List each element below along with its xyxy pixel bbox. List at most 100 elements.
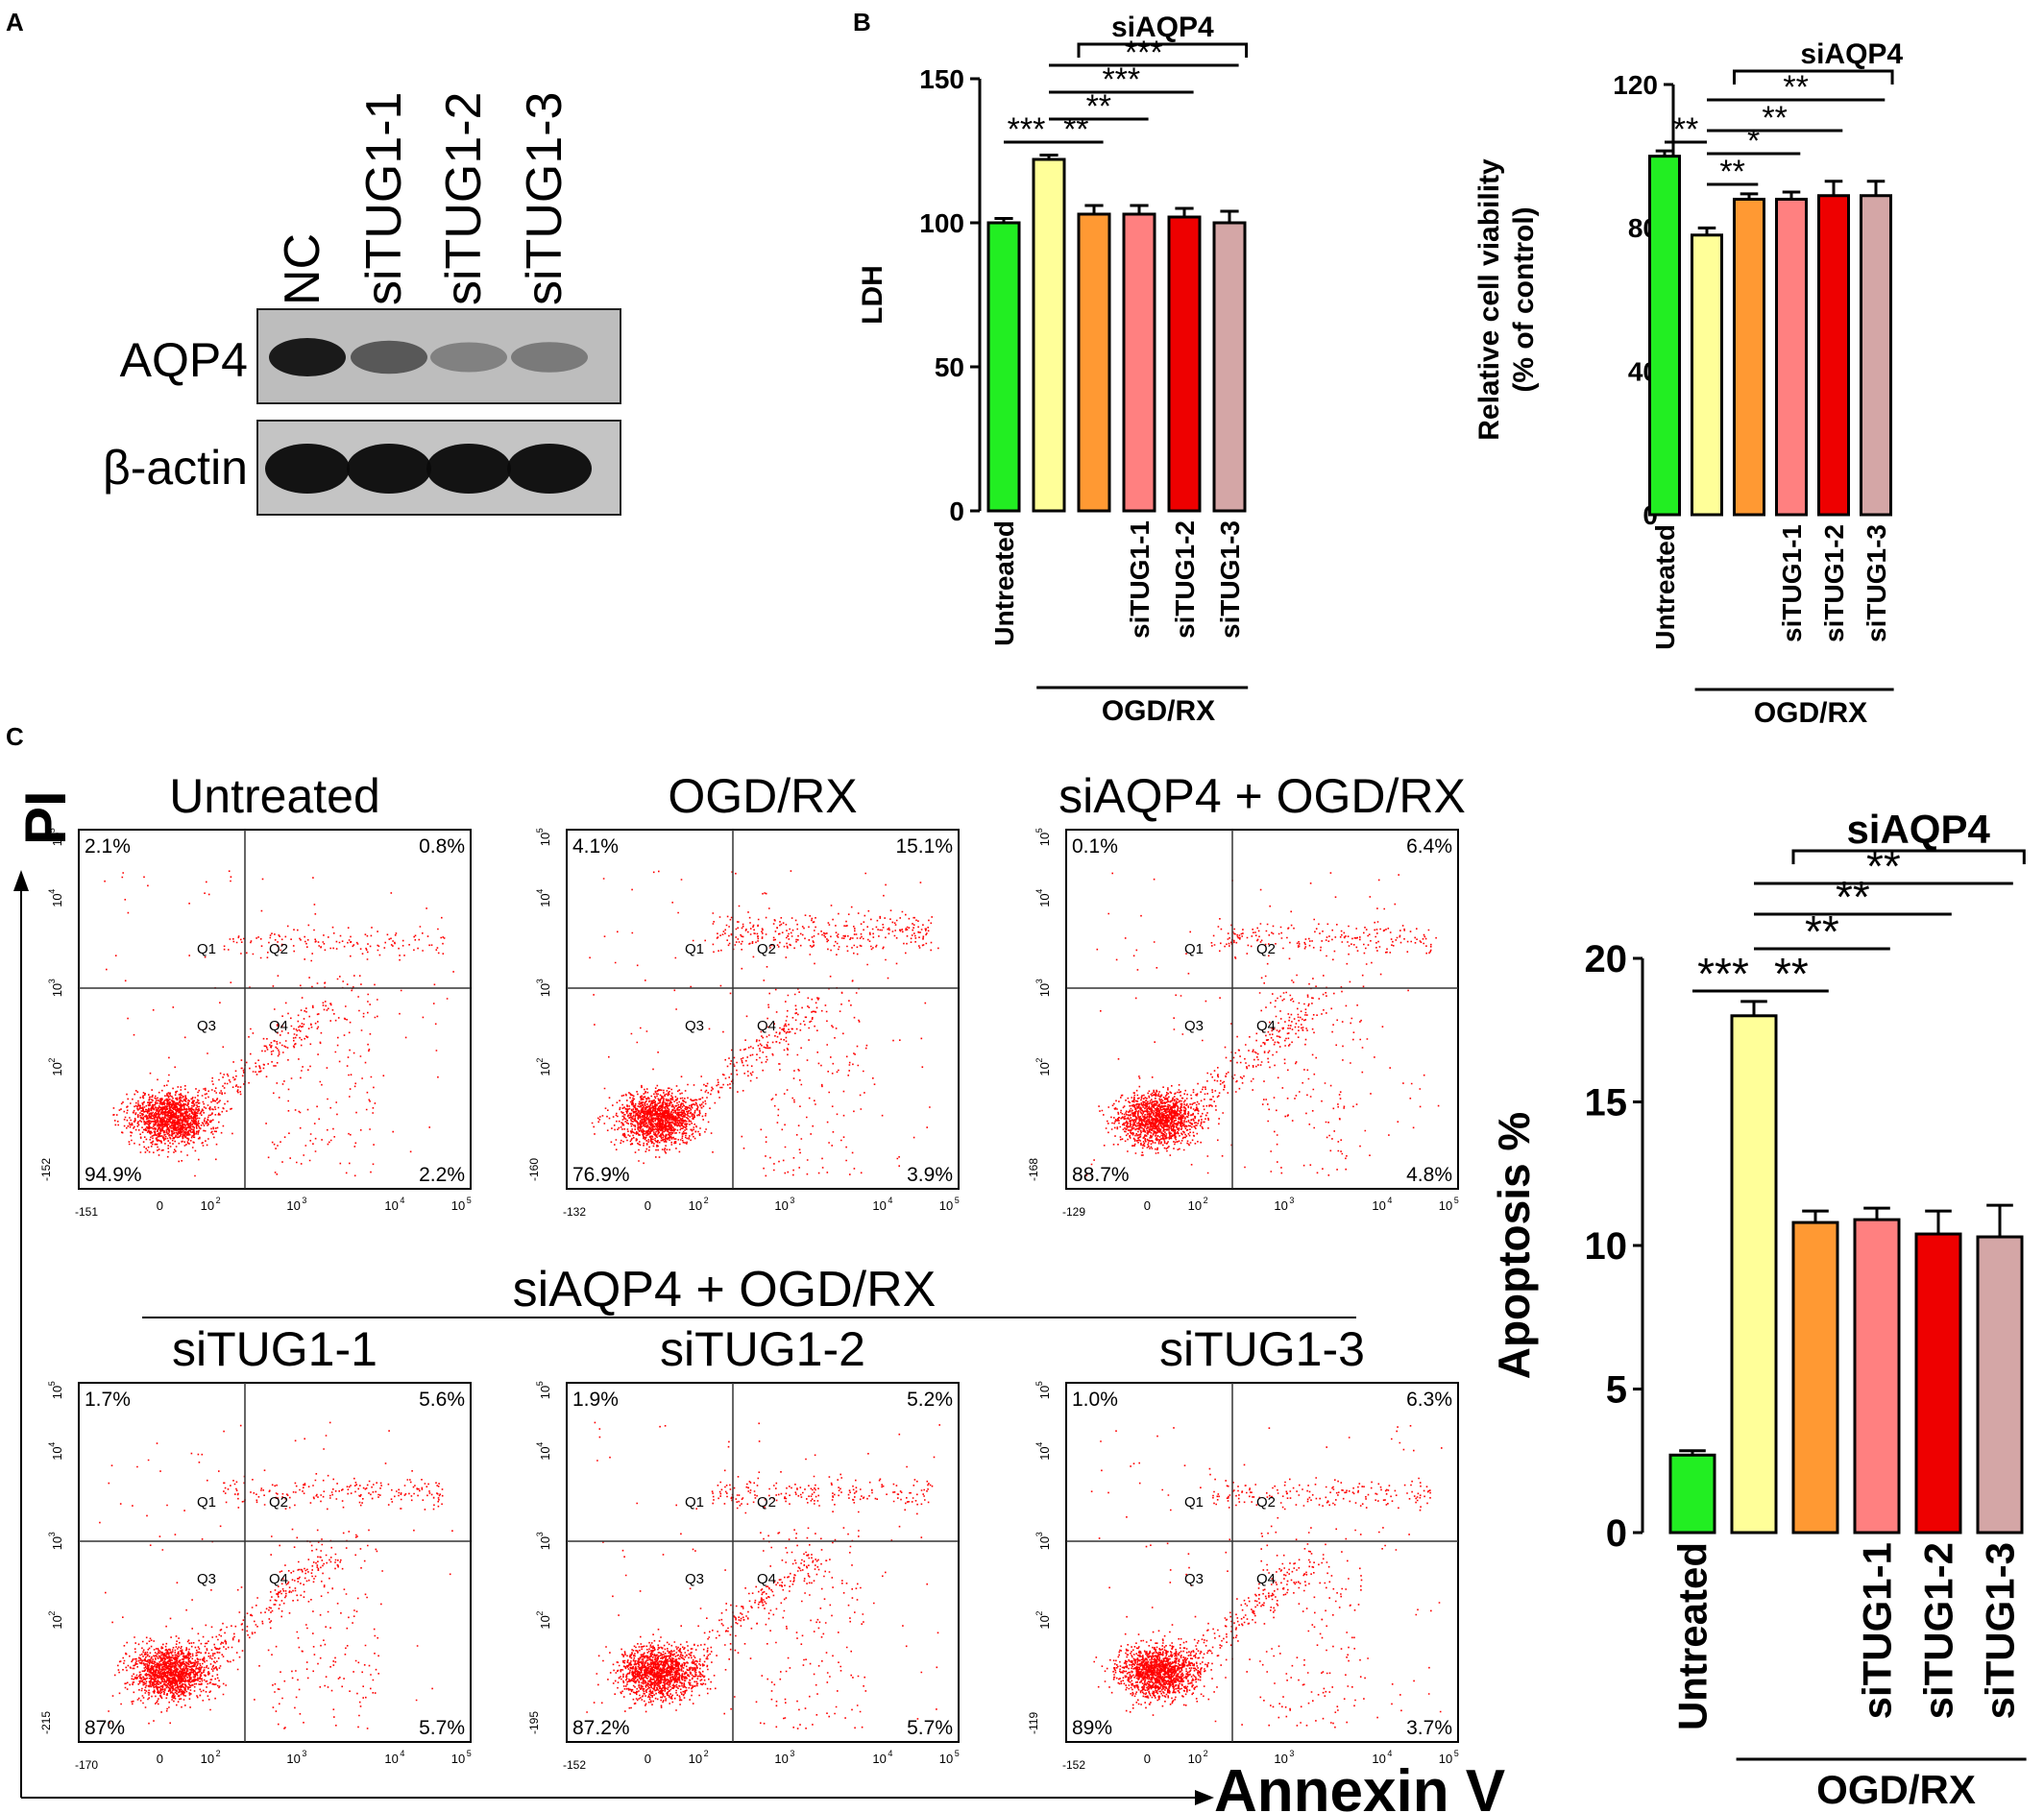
y-tick-exponent: 3 [1034, 979, 1044, 983]
y-tick-label: 10 [50, 1446, 64, 1460]
x-tick-exponent: 2 [1204, 1196, 1208, 1205]
significance-stars: ** [1836, 872, 1870, 922]
y-tick-label: 10 [538, 893, 552, 906]
blot-band [351, 340, 427, 375]
x-tick-label: 10 [201, 1198, 214, 1213]
panel-label-c: C [6, 722, 24, 751]
y-tick-exponent: 5 [47, 1381, 57, 1386]
y-tick-label: 5 [1606, 1369, 1627, 1412]
flow-plot: siAQP4 + OGD/RX Q1 Q2 Q3 Q4 0.1% 6.4% 88.7% 4.8%… [1027, 769, 1466, 1219]
quadrant-percent: 1.0% [1072, 1389, 1118, 1411]
blot-row-label: AQP4 [120, 333, 248, 387]
quadrant-percent: 88.7% [1072, 1164, 1130, 1186]
flow-plot-title: Untreated [169, 769, 380, 823]
quadrant-percent: 0.1% [1072, 835, 1118, 858]
quadrant-name: Q2 [1256, 941, 1276, 957]
x-tick-label: 10 [286, 1752, 300, 1766]
bar [1691, 233, 1723, 517]
x-tick-exponent: 4 [400, 1749, 404, 1758]
x-tick-label: 10 [689, 1752, 702, 1766]
quadrant-name: Q3 [1184, 1018, 1204, 1034]
quadrant-percent: 87.2% [572, 1717, 630, 1739]
flow-plot-title: siTUG1-1 [172, 1322, 377, 1376]
viability-bar-chart: 04080120Relative cell viability(% of con… [1473, 38, 1903, 729]
flow-plot-title: siTUG1-2 [660, 1322, 865, 1376]
apoptosis-bar-chart: 0 5 10 15 20 Apoptosis % Untreated siTUG1-1 siTU… [1489, 807, 2027, 1812]
y-tick-label: 10 [1037, 1386, 1052, 1399]
blot-lane-label: siTUG1-2 [436, 92, 492, 305]
y-tick-exponent: 5 [1034, 1381, 1044, 1386]
bar [1212, 221, 1247, 513]
y-tick-exponent: 3 [47, 1532, 57, 1536]
quadrant-name: Q2 [269, 1494, 288, 1511]
y-axis-label: Relative cell viability [1473, 158, 1505, 441]
x-tick-label: 10 [1188, 1752, 1202, 1766]
quadrant-percent: 94.9% [85, 1164, 142, 1186]
x-tick-exponent: 2 [216, 1196, 221, 1205]
quadrant-name: Q4 [1256, 1571, 1276, 1587]
x-tick-label: 10 [872, 1198, 886, 1213]
significance-stars: ** [1719, 154, 1744, 190]
x-tick-label: 10 [1372, 1198, 1385, 1213]
x-tick-exponent: 5 [467, 1196, 472, 1205]
significance-stars: ** [1063, 111, 1088, 148]
y-tick-label: 10 [538, 833, 552, 846]
siaqp4-bracket [1733, 69, 1894, 85]
x-tick-label: 10 [1372, 1752, 1385, 1766]
y-tick-label: 10 [50, 983, 64, 997]
siaqp4-label: siAQP4 [1800, 38, 1903, 70]
bar [1860, 194, 1892, 517]
quadrant-percent: 4.1% [572, 835, 619, 858]
x-tick-zero: 0 [157, 1752, 163, 1766]
x-tick-zero: 0 [645, 1198, 651, 1213]
y-tick-label: 0 [1606, 1512, 1627, 1555]
flow-plot-frame [566, 1382, 960, 1743]
x-tick-label: 10 [689, 1198, 702, 1213]
x-tick-exponent: 3 [790, 1749, 794, 1758]
quadrant-percent: 76.9% [572, 1164, 630, 1186]
quadrant-name: Q3 [685, 1018, 704, 1034]
y-tick-exponent: 3 [47, 979, 57, 983]
category-label: Untreated [989, 520, 1019, 646]
y-tick-exponent: 2 [47, 1611, 57, 1616]
quadrant-percent: 5.2% [907, 1389, 953, 1411]
y-axis-label: (% of control) [1508, 206, 1540, 392]
quadrant-percent: 15.1% [895, 835, 953, 858]
quadrant-percent: 5.7% [419, 1717, 465, 1739]
western-blot: NC siTUG1-1 siTUG1-2 siTUG1-3 AQP4 β-actin [103, 92, 621, 516]
flow-plot: siTUG1-3 Q1 Q2 Q3 Q4 1.0% 6.3% 89% 3.7% -152 -119 0… [1027, 1322, 1459, 1772]
x-tick-label: 10 [384, 1198, 398, 1213]
blot-band [269, 338, 346, 376]
x-tick-zero: 0 [157, 1198, 163, 1213]
y-min-label: -215 [39, 1711, 53, 1734]
significance-stars: *** [1125, 35, 1163, 71]
y-tick-label: 10 [50, 1062, 64, 1076]
group-label: OGD/RX [1102, 695, 1215, 727]
y-tick-exponent: 3 [1034, 1532, 1044, 1536]
y-tick-exponent: 3 [535, 979, 545, 983]
y-tick-exponent: 2 [1034, 1058, 1044, 1063]
y-tick-label: 10 [538, 983, 552, 997]
x-tick-exponent: 2 [1204, 1749, 1208, 1758]
bar [1668, 1453, 1716, 1535]
quadrant-name: Q3 [197, 1018, 216, 1034]
y-tick-label: 150 [919, 64, 964, 94]
y-tick-exponent: 2 [1034, 1611, 1044, 1616]
x-tick-exponent: 4 [1387, 1196, 1392, 1205]
quadrant-name: Q2 [757, 1494, 776, 1511]
x-tick-label: 10 [384, 1752, 398, 1766]
y-tick-exponent: 2 [47, 1058, 57, 1063]
y-axis-label: LDH [857, 265, 888, 325]
flow-plot: siTUG1-2 Q1 Q2 Q3 Q4 1.9% 5.2% 87.2% 5.7% -152 -19… [527, 1322, 960, 1772]
y-tick-label: 10 [1037, 1446, 1052, 1460]
x-tick-label: 10 [939, 1752, 953, 1766]
quadrant-percent: 5.6% [419, 1389, 465, 1411]
y-tick-exponent: 4 [1034, 889, 1044, 894]
category-label: siTUG1-3 [1862, 524, 1891, 642]
flow-plot-title: OGD/RX [668, 769, 857, 823]
bar [1976, 1235, 2024, 1535]
quadrant-percent: 1.7% [85, 1389, 131, 1411]
x-tick-exponent: 3 [302, 1196, 306, 1205]
x-tick-exponent: 4 [1387, 1749, 1392, 1758]
